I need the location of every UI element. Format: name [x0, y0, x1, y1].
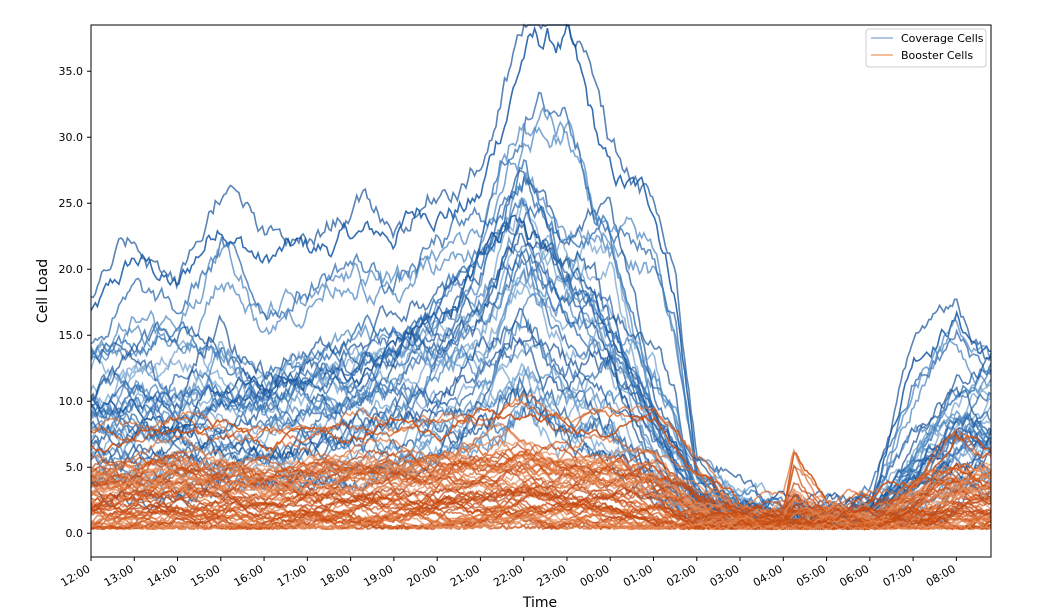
y-axis-label: Cell Load: [35, 259, 51, 323]
y-tick-label: 0.0: [66, 527, 84, 540]
y-axis: 0.0 5.0 10.0 15.0 20.0 25.0 30.0 35.0: [59, 65, 91, 540]
x-axis-label: Time: [522, 595, 557, 611]
booster-cell-line: [90, 400, 992, 516]
y-tick-label: 30.0: [59, 131, 84, 144]
booster-cell-line: [90, 494, 992, 527]
legend: Coverage Cells Booster Cells: [865, 28, 987, 68]
booster-cell-line: [90, 480, 992, 531]
y-tick-label: 20.0: [59, 263, 84, 276]
y-tick-label: 10.0: [59, 395, 84, 408]
y-tick-label: 35.0: [59, 65, 84, 78]
plot-frame: [90, 24, 992, 558]
legend-box: [865, 28, 987, 68]
booster-cell-line: [90, 468, 992, 528]
booster-cell-line: [90, 393, 992, 511]
booster-cell-line: [90, 511, 992, 531]
series-lines: [90, 23, 992, 531]
booster-cell-line: [90, 475, 992, 530]
legend-label-booster: Booster Cells: [901, 49, 973, 62]
y-tick-label: 15.0: [59, 329, 84, 342]
y-tick-label: 5.0: [66, 461, 84, 474]
y-tick-label: 25.0: [59, 197, 84, 210]
booster-cell-line: [90, 502, 991, 531]
legend-label-coverage: Coverage Cells: [901, 32, 984, 45]
coverage-cell-line: [90, 169, 992, 521]
